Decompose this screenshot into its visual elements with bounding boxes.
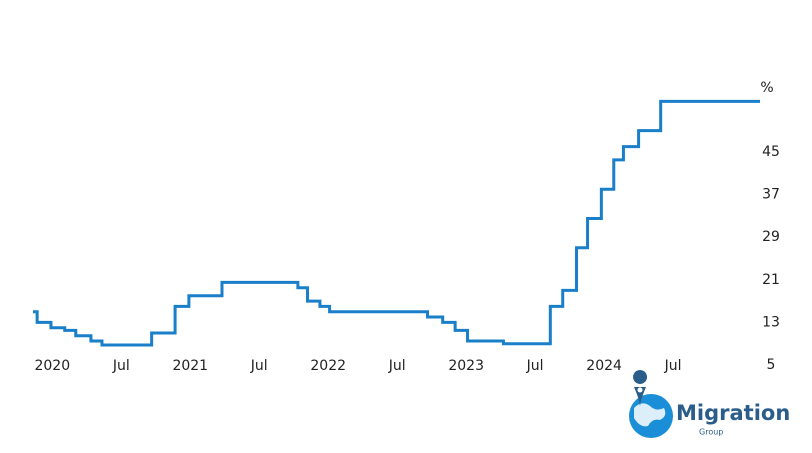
logo-land <box>634 403 666 427</box>
rate-line <box>33 99 760 347</box>
x-tick-label: 2020 <box>34 358 70 374</box>
y-tick-label: 21 <box>762 272 780 288</box>
logo-pin-dot <box>637 387 643 393</box>
x-tick-label: 2021 <box>172 358 208 374</box>
logo-name: Migration <box>676 401 790 425</box>
y-tick-label: 45 <box>762 144 780 160</box>
unit-label: % <box>760 80 773 96</box>
x-tick-label: Jul <box>250 358 268 374</box>
x-tick-label: 2023 <box>448 358 484 374</box>
logo: Migration Group <box>629 370 790 438</box>
x-tick-label: Jul <box>526 358 544 374</box>
y-tick-label: 29 <box>762 229 780 245</box>
x-tick-label: Jul <box>664 358 682 374</box>
y-tick-label: 37 <box>762 187 780 203</box>
x-tick-label: 2022 <box>310 358 346 374</box>
x-tick-label: Jul <box>112 358 130 374</box>
logo-sub: Group <box>699 428 723 437</box>
x-tick-label: 2024 <box>586 358 622 374</box>
x-tick-label: Jul <box>388 358 406 374</box>
y-tick-label: 13 <box>762 314 780 330</box>
y-tick-label: 5 <box>767 357 776 373</box>
